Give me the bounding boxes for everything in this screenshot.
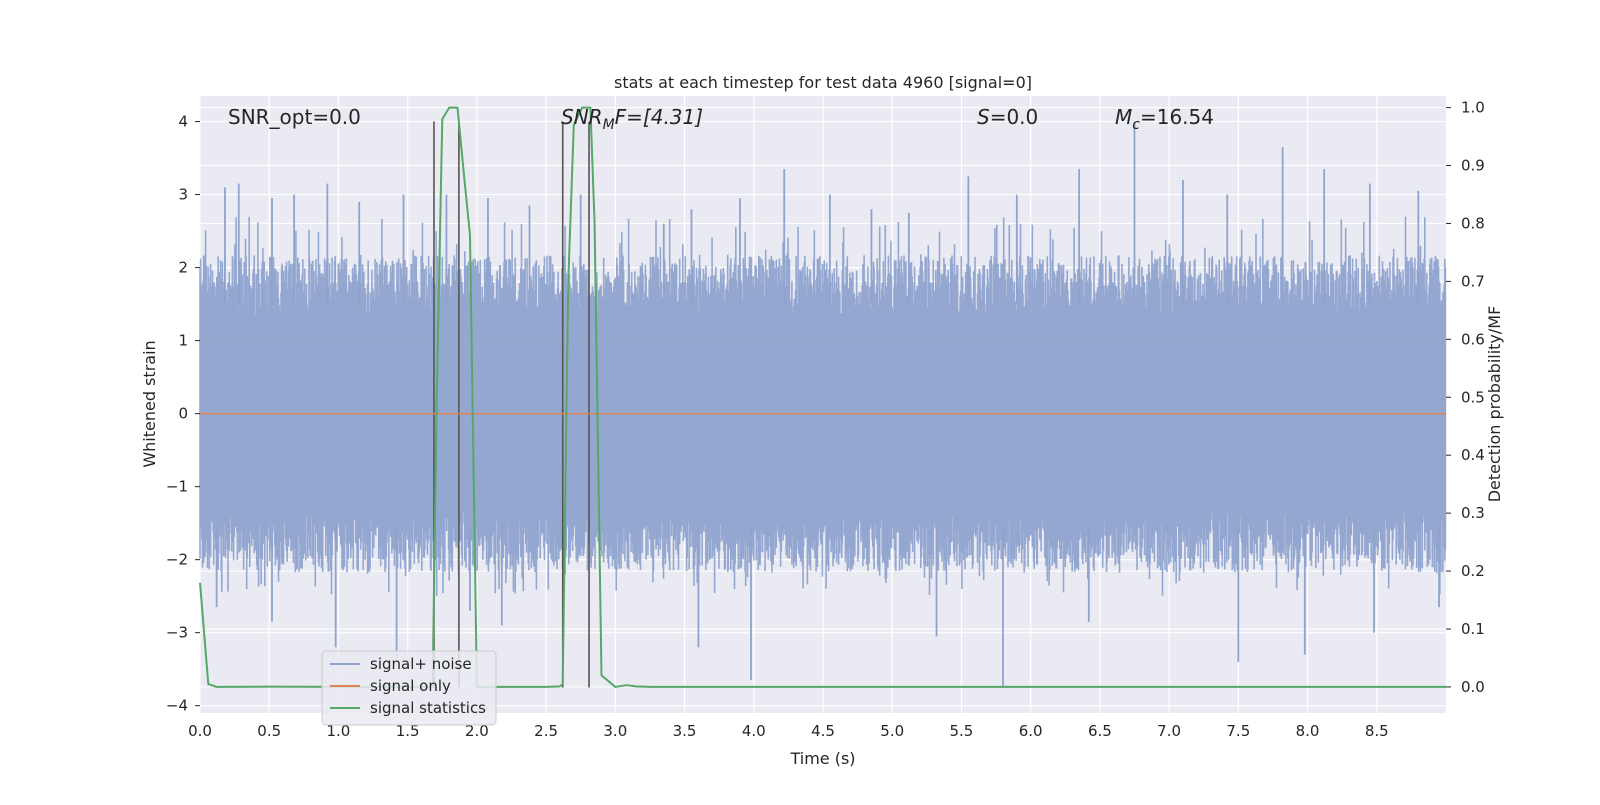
y-tick-label-right: 0.2 [1461, 562, 1485, 580]
x-tick-label: 1.0 [327, 722, 351, 740]
y-tick-label-right: 0.5 [1461, 388, 1485, 406]
x-tick-label: 7.0 [1157, 722, 1181, 740]
y-tick-label-right: 0.3 [1461, 504, 1485, 522]
x-tick-label: 0.0 [188, 722, 212, 740]
annotation-s: S=0.0 [977, 105, 1038, 129]
legend-label-signal-statistics: signal statistics [370, 699, 486, 717]
chart-title: stats at each timestep for test data 496… [614, 73, 1032, 92]
x-tick-label: 6.5 [1088, 722, 1112, 740]
x-tick-label: 5.0 [880, 722, 904, 740]
y-tick-label-left: 0 [178, 405, 188, 423]
y-tick-label-right: 1.0 [1461, 99, 1485, 117]
vertical-markers [433, 121, 590, 688]
y-tick-label-right: 0.9 [1461, 157, 1485, 175]
x-tick-label: 8.0 [1296, 722, 1320, 740]
x-tick-label: 4.0 [742, 722, 766, 740]
legend-label-signal-only: signal only [370, 677, 451, 695]
annotation-mc: Mc=16.54 [1115, 105, 1214, 133]
y-tick-label-right: 0.6 [1461, 330, 1485, 348]
x-tick-label: 4.5 [811, 722, 835, 740]
y-tick-label-left: 1 [178, 332, 188, 350]
y-tick-label-right: 0.4 [1461, 446, 1485, 464]
legend: signal+ noise signal only signal statist… [321, 650, 497, 726]
x-tick-label: 3.0 [603, 722, 627, 740]
x-tick-label: 7.5 [1226, 722, 1250, 740]
y-tick-label-left: −3 [166, 624, 188, 642]
annotation-snr-opt: SNR_opt=0.0 [228, 105, 361, 129]
y-tick-label-right: 0.1 [1461, 620, 1485, 638]
annotation-snr-mf: SNRMF=[4.31] [561, 105, 703, 133]
x-tick-label: 0.5 [257, 722, 281, 740]
y-tick-label-left: −4 [166, 697, 188, 715]
y-tick-label-left: 2 [178, 259, 188, 277]
y-tick-label-left: 3 [178, 186, 188, 204]
y-axis-label-left: Whitened strain [140, 340, 159, 467]
y-axis-label-right: Detection probability/MF [1485, 306, 1504, 503]
x-tick-label: 5.5 [950, 722, 974, 740]
x-tick-label: 3.5 [673, 722, 697, 740]
tick-labels: 0.0 0.5 1.0 1.5 2.0 2.5 3.0 3.5 4.0 4.5 5.0 5.5 6.0 6… [166, 99, 1485, 740]
x-tick-label: 8.5 [1365, 722, 1389, 740]
x-tick-label: 6.0 [1019, 722, 1043, 740]
y-tick-label-left: −1 [166, 478, 188, 496]
legend-label-signal-noise: signal+ noise [370, 655, 472, 673]
x-tick-label: 2.0 [465, 722, 489, 740]
x-tick-label: 2.5 [534, 722, 558, 740]
legend-box [321, 650, 497, 726]
y-tick-label-left: 4 [178, 113, 188, 131]
y-tick-label-right: 0.7 [1461, 272, 1485, 290]
y-tick-label-right: 0.8 [1461, 214, 1485, 232]
y-tick-label-right: 0.0 [1461, 678, 1485, 696]
x-axis-label: Time (s) [789, 749, 855, 768]
x-tick-label: 1.5 [396, 722, 420, 740]
y-tick-label-left: −2 [166, 551, 188, 569]
